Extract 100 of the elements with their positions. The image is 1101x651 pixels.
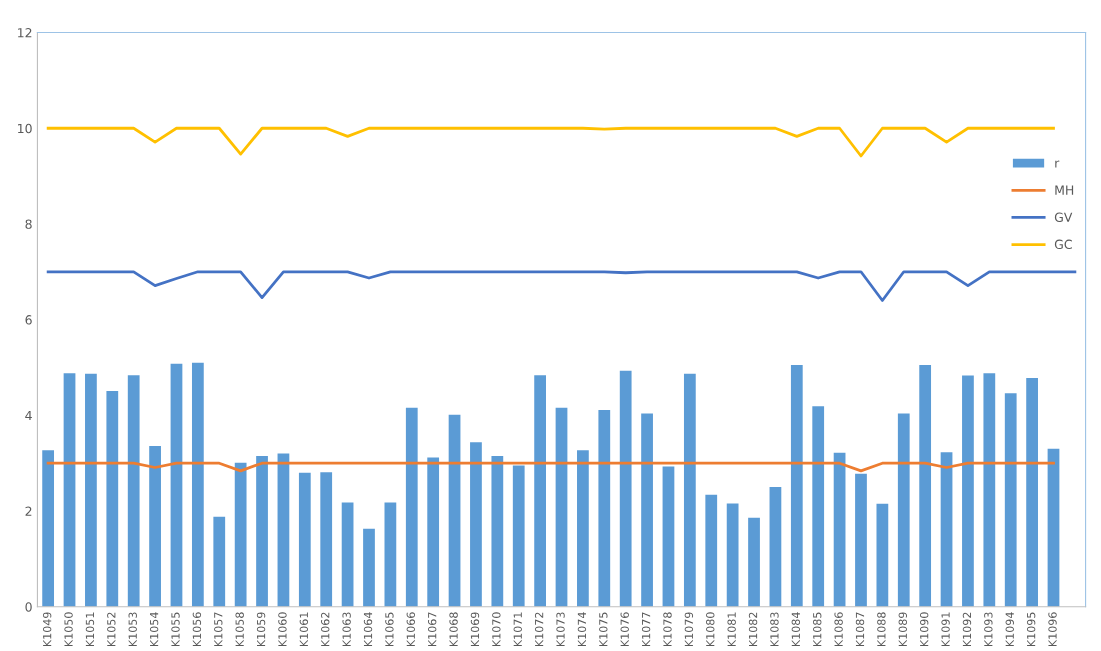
x-tick-label: K1059 [256, 612, 266, 647]
x-tick-label: K1070 [492, 612, 501, 647]
line-series [46, 126, 1055, 158]
bar [555, 407, 568, 607]
x-tick-label: K1086 [834, 612, 843, 647]
bar [748, 517, 760, 607]
x-tick-label: K1065 [385, 612, 394, 647]
bar [705, 494, 718, 607]
bar [534, 375, 546, 607]
bar [191, 362, 204, 607]
x-tick-label: K1056 [192, 612, 202, 647]
bar [897, 413, 910, 607]
x-tick-label: K1076 [620, 612, 629, 647]
x-tick-label: K1071 [513, 612, 522, 647]
bar [277, 453, 290, 607]
bar [662, 466, 675, 607]
x-tick-label: K1091 [941, 612, 950, 647]
x-tick-label: K1062 [321, 612, 330, 647]
bar [427, 457, 440, 607]
bar [833, 452, 846, 607]
bar [1047, 448, 1060, 607]
x-tick-label: K1080 [706, 612, 715, 647]
bar [470, 442, 482, 607]
x-tick-label: K1064 [363, 612, 373, 647]
x-tick-label: K1096 [1048, 612, 1057, 647]
x-tick-label: K1077 [641, 612, 651, 647]
bar [855, 473, 867, 607]
bar [234, 462, 247, 607]
bar [812, 406, 825, 607]
y-tick-label: 6 [25, 315, 32, 325]
x-tick-label: K1093 [984, 612, 993, 647]
x-tick-label: K1066 [406, 612, 415, 647]
bar [683, 373, 696, 607]
y-tick-label: 8 [25, 219, 32, 229]
x-tick-label: K1073 [556, 612, 565, 647]
line-series [46, 270, 1077, 302]
x-tick-label: K1057 [214, 612, 223, 647]
x-tick-label: K1081 [727, 612, 736, 647]
bar [405, 407, 418, 607]
bar [726, 503, 739, 607]
bar [85, 373, 97, 607]
x-tick-label: K1089 [898, 612, 907, 647]
y-tick-label: 10 [18, 123, 32, 134]
x-tick-label: K1067 [427, 612, 437, 647]
x-tick-label: K1069 [470, 612, 480, 647]
bar [512, 465, 525, 607]
x-tick-label: K1085 [813, 612, 822, 647]
bar [448, 414, 461, 607]
y-tick-label: 0 [25, 602, 32, 612]
x-tick-label: K1074 [577, 612, 587, 647]
x-tick-label: K1049 [42, 612, 52, 647]
bar [641, 413, 653, 607]
bar [598, 410, 611, 607]
bar [983, 373, 996, 607]
bar [619, 370, 632, 607]
x-tick-label: K1072 [534, 612, 544, 647]
bar [63, 373, 76, 607]
bar [341, 502, 354, 607]
bar [876, 503, 889, 607]
legend-label: MH [1055, 185, 1074, 195]
bar [1026, 378, 1038, 607]
x-tick-label: K1052 [107, 612, 116, 647]
bar [1004, 393, 1017, 607]
x-tick-label: K1083 [770, 612, 779, 647]
bar [170, 363, 183, 607]
x-tick-label: K1053 [128, 612, 137, 647]
x-tick-label: K1088 [877, 612, 886, 647]
x-tick-label: K1050 [64, 612, 73, 647]
x-tick-label: K1051 [85, 612, 95, 647]
x-tick-label: K1068 [449, 612, 458, 647]
bar [320, 472, 333, 607]
x-tick-label: K1079 [684, 612, 694, 647]
x-tick-label: K1094 [1005, 612, 1014, 647]
legend-label: GC [1054, 239, 1072, 250]
x-tick-label: K1090 [919, 612, 929, 647]
y-tick-label: 12 [18, 28, 32, 38]
bar [298, 472, 311, 607]
y-tick-label: 2 [25, 506, 32, 516]
bar [790, 365, 803, 607]
bar [363, 528, 375, 607]
bar [962, 375, 974, 607]
bar [769, 487, 782, 607]
x-tick-label: K1084 [791, 612, 801, 647]
bar [491, 456, 504, 607]
bar [149, 445, 161, 607]
bar [384, 502, 397, 607]
bar [106, 390, 119, 607]
x-tick-label: K1075 [599, 612, 608, 647]
x-tick-label: K1087 [855, 612, 865, 647]
x-tick-label: K1055 [171, 612, 180, 647]
x-tick-label: K1060 [278, 612, 287, 647]
y-tick-label: 4 [25, 410, 32, 421]
bar [919, 365, 932, 607]
bar [213, 516, 226, 607]
x-tick-label: K1078 [663, 612, 672, 647]
bar [42, 450, 55, 607]
bar [256, 456, 268, 607]
x-tick-label: K1063 [342, 612, 351, 647]
bar [577, 450, 589, 607]
legend-label: GV [1054, 212, 1073, 222]
